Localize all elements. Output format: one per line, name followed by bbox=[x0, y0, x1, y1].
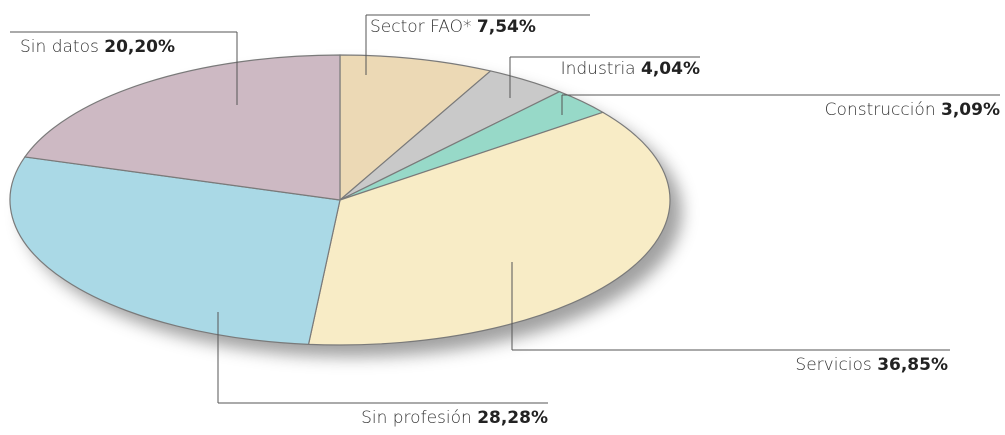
value-label: 7,54% bbox=[477, 17, 536, 37]
pie-slice bbox=[307, 111, 671, 346]
slice-label: Sin profesión 28,28% bbox=[361, 408, 548, 428]
slice-label: Construcción 3,09% bbox=[825, 100, 1000, 120]
slice-label: Sin datos 20,20% bbox=[20, 37, 175, 57]
slice-label: Industria 4,04% bbox=[561, 59, 700, 79]
category-name: Industria bbox=[561, 59, 636, 79]
pie-slice bbox=[23, 54, 341, 201]
category-name: Sector FAO* bbox=[370, 17, 472, 37]
category-name: Construcción bbox=[825, 100, 936, 120]
pie-slice bbox=[9, 156, 341, 345]
slice-label: Servicios 36,85% bbox=[795, 355, 948, 375]
slice-label: Sector FAO* 7,54% bbox=[370, 17, 536, 37]
value-label: 28,28% bbox=[477, 408, 548, 428]
value-label: 36,85% bbox=[877, 355, 948, 375]
value-label: 3,09% bbox=[941, 100, 1000, 120]
value-label: 4,04% bbox=[641, 59, 700, 79]
category-name: Sin datos bbox=[20, 37, 99, 57]
category-name: Sin profesión bbox=[361, 408, 472, 428]
category-name: Servicios bbox=[795, 355, 871, 375]
pie-slice bbox=[339, 54, 492, 202]
value-label: 20,20% bbox=[104, 37, 175, 57]
